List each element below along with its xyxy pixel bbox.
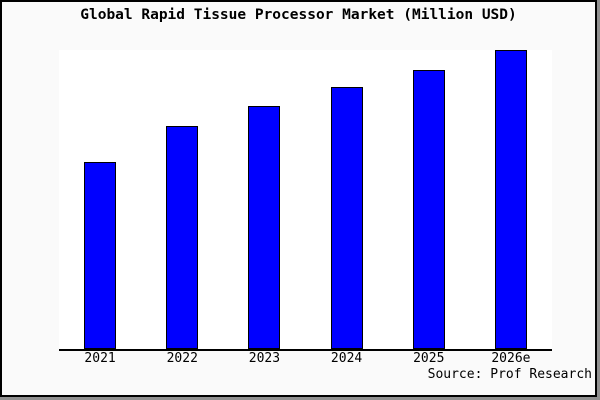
source-credit: Source: Prof Research	[427, 367, 592, 382]
bar-2026e	[494, 50, 527, 349]
bar-2024	[330, 87, 363, 349]
bar-2021	[84, 162, 117, 349]
bar-2022	[166, 125, 199, 349]
x-tick-label-2025: 2025	[413, 351, 445, 366]
x-tick-label-2022: 2022	[166, 351, 198, 366]
bar-2023	[248, 105, 281, 349]
plot-area	[59, 50, 552, 351]
x-tick-label-2026e: 2026e	[491, 351, 531, 366]
bar-2025	[412, 69, 445, 349]
x-tick-label-2021: 2021	[84, 351, 116, 366]
x-axis-labels: 2021 2022 2023 2024 2025 2026e	[59, 352, 552, 368]
x-tick-label-2023: 2023	[248, 351, 281, 366]
x-tick-label-2024: 2024	[330, 351, 363, 366]
chart-title: Global Rapid Tissue Processor Market (Mi…	[80, 7, 517, 23]
